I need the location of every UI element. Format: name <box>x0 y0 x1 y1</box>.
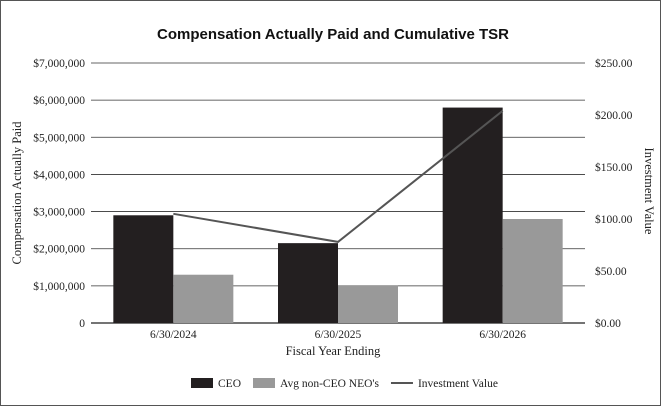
legend-swatch <box>191 378 213 388</box>
y2-tick-label: $100.00 <box>595 213 633 226</box>
legend-label: Investment Value <box>418 378 498 390</box>
legend-swatch <box>253 378 275 388</box>
y-tick-label: $2,000,000 <box>33 243 85 256</box>
chart-title: Compensation Actually Paid and Cumulativ… <box>157 26 509 43</box>
y2-axis-label: Investment Value <box>642 148 656 235</box>
left-axis-ticks: 0 $1,000,000 $2,000,000 $3,000,000 $4,000,00… <box>33 57 85 330</box>
y-axis-label: Compensation Actually Paid <box>10 121 24 265</box>
legend: CEO Avg non-CEO NEO's Investment Value <box>191 378 498 390</box>
legend-label: CEO <box>218 378 241 390</box>
right-axis-ticks: $0.00 $50.00 $100.00 $150.00 $200.00 $250.00 <box>595 57 633 330</box>
bars <box>113 107 563 323</box>
bar <box>502 219 563 323</box>
y-tick-label: $4,000,000 <box>33 168 85 181</box>
y-tick-label: $3,000,000 <box>33 206 85 219</box>
investment-line <box>173 110 504 243</box>
y-tick-label: $1,000,000 <box>33 280 85 293</box>
bar <box>113 215 174 323</box>
y-tick-label: $7,000,000 <box>33 57 85 70</box>
y2-tick-label: $250.00 <box>595 57 633 70</box>
x-tick-label: 6/30/2026 <box>479 329 526 341</box>
y2-tick-label: $50.00 <box>595 265 627 278</box>
y-tick-label: $6,000,000 <box>33 94 85 107</box>
y2-tick-label: $200.00 <box>595 109 633 122</box>
x-tick-label: 6/30/2024 <box>150 329 197 341</box>
legend-label: Avg non-CEO NEO's <box>280 378 379 390</box>
x-axis-ticks: 6/30/2024 6/30/2025 6/30/2026 <box>150 329 526 341</box>
investment-line-path <box>173 110 504 243</box>
bar <box>338 285 398 323</box>
bar <box>442 107 503 323</box>
x-axis-label: Fiscal Year Ending <box>286 344 382 358</box>
y-tick-label: 0 <box>79 318 85 330</box>
x-tick-label: 6/30/2025 <box>315 329 362 341</box>
y-tick-label: $5,000,000 <box>33 131 85 144</box>
y2-tick-label: $150.00 <box>595 161 633 174</box>
bar <box>278 243 338 323</box>
y2-tick-label: $0.00 <box>595 317 621 330</box>
bar <box>173 274 234 323</box>
